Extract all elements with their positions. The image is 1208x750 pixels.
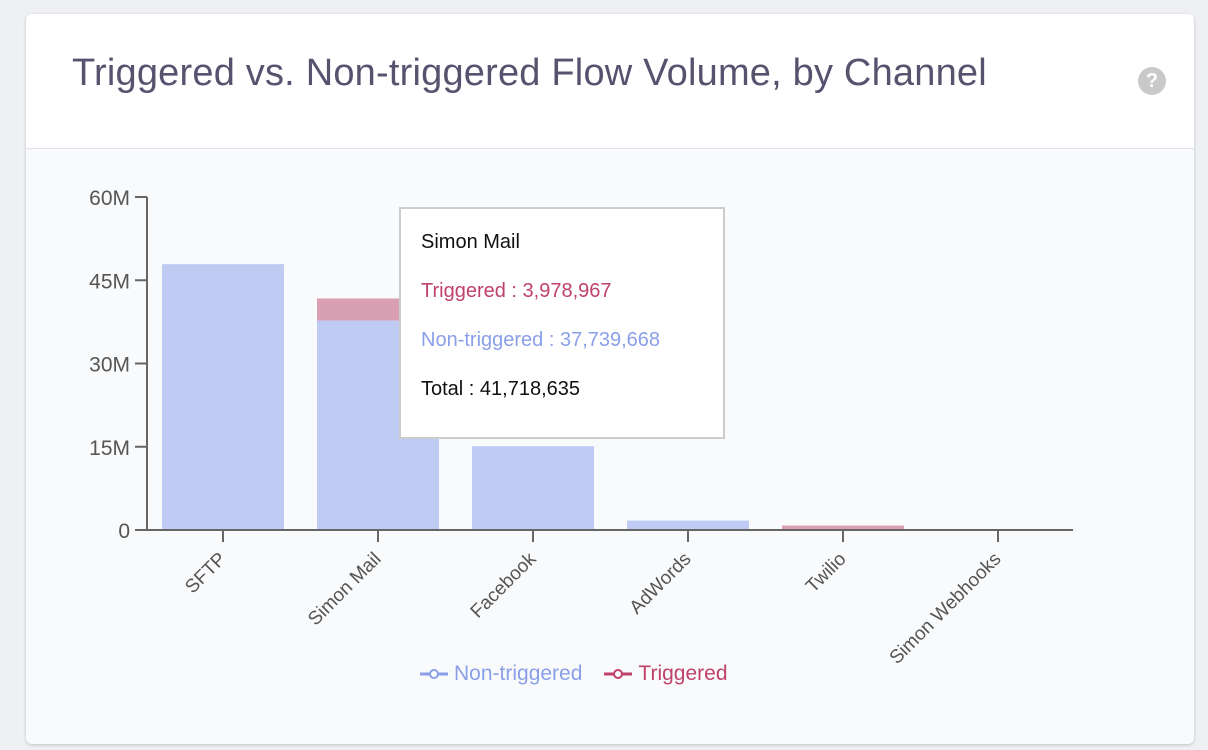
x-tick-label: Twilio	[802, 549, 850, 597]
legend-label: Non-triggered	[454, 662, 583, 685]
x-tick-label: AdWords	[626, 549, 696, 619]
card-header: Triggered vs. Non-triggered Flow Volume,…	[26, 14, 1194, 149]
legend-marker-icon	[420, 669, 448, 679]
tooltip-triggered: Triggered : 3,978,967	[421, 280, 612, 302]
bar-non-triggered[interactable]	[472, 446, 594, 530]
legend-item-triggered[interactable]: Triggered	[604, 662, 728, 686]
legend: Non-triggered Triggered	[420, 662, 728, 686]
bar-non-triggered[interactable]	[162, 264, 284, 530]
y-tick-label: 15M	[89, 437, 130, 460]
y-tick-label: 30M	[89, 354, 130, 377]
x-tick-label: Facebook	[467, 548, 541, 622]
legend-marker-icon	[604, 669, 633, 679]
tooltip-total: Total : 41,718,635	[421, 378, 581, 400]
x-tick-label: SFTP	[181, 549, 230, 598]
y-tick-label: 45M	[89, 270, 130, 293]
chart-title: Triggered vs. Non-triggered Flow Volume,…	[72, 52, 987, 94]
y-tick-label: 0	[118, 520, 130, 543]
tooltip: Simon Mail Triggered : 3,978,967 Non-tri…	[399, 207, 725, 439]
legend-item-non-triggered[interactable]: Non-triggered	[420, 662, 582, 686]
x-tick-label: Simon Mail	[304, 549, 385, 630]
legend-label: Triggered	[638, 662, 728, 685]
tooltip-non-triggered: Non-triggered : 37,739,668	[421, 329, 661, 351]
help-icon[interactable]: ?	[1138, 67, 1166, 95]
tooltip-title: Simon Mail	[421, 231, 520, 253]
bar-non-triggered[interactable]	[627, 520, 749, 530]
x-tick-label: Simon Webhooks	[886, 549, 1006, 669]
y-tick-label: 60M	[89, 187, 130, 210]
bar-triggered[interactable]	[782, 525, 904, 530]
